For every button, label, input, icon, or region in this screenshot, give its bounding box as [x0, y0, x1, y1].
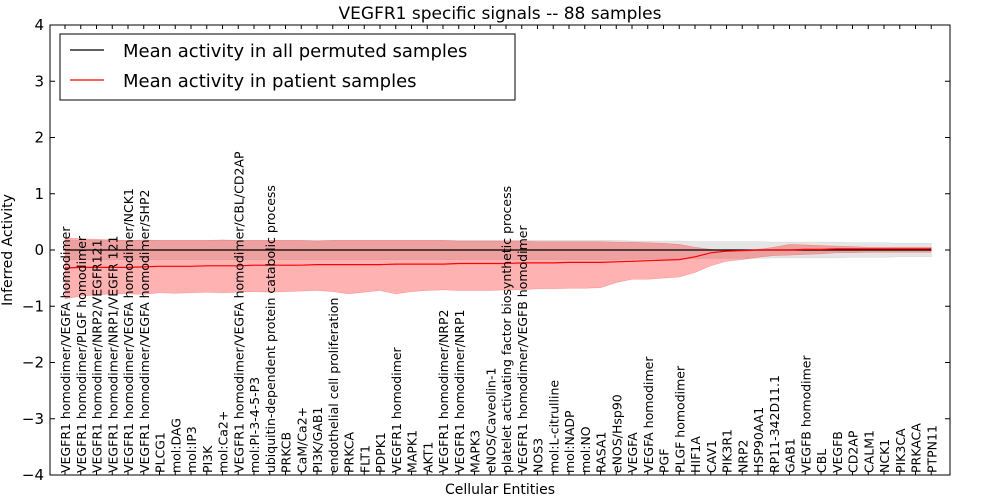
x-tick-label: eNOS/Hsp90: [609, 394, 624, 473]
x-tick-label: VEGFR1 homodimer/NRP2/VEGFR121: [90, 239, 105, 473]
x-tick-label: CBL: [814, 449, 829, 473]
x-tick-label: VEGFR1 homodimer/VEGFA homodimer/NCK1: [121, 188, 136, 473]
x-tick-label: VEGFA: [625, 432, 640, 473]
x-tick-label: NOS3: [531, 438, 546, 473]
x-tick-label: HIF1A: [688, 436, 703, 473]
y-axis: 4 3 2 1 0 −1 −2 −3 −4: [22, 16, 950, 484]
x-tick-label: VEGFR1 homodimer/VEGFA homodimer/CBL/CD2…: [231, 151, 246, 473]
x-tick-label: mol:NO: [578, 426, 593, 473]
plot-area: 4 3 2 1 0 −1 −2 −3 −4 VEGFR1 homodimer/VEGFA hom…: [22, 16, 951, 484]
x-tick-label: PDPK1: [373, 432, 388, 473]
x-tick-label: PLCG1: [153, 432, 168, 473]
x-tick-label: RP11-342D11.1: [767, 375, 782, 473]
x-tick-label: VEGFA homodimer: [641, 356, 656, 473]
x-tick-label: GAB1: [783, 438, 798, 473]
x-tick-label: mol:NADP: [562, 410, 577, 473]
x-tick-label: VEGFR1 homodimer: [389, 346, 404, 473]
y-tick-label: 3: [34, 72, 44, 90]
y-tick-label: −2: [22, 354, 44, 372]
x-tick-label: AKT1: [420, 442, 435, 473]
x-tick-label: FLT1: [357, 445, 372, 473]
x-tick-label: PI3K: [200, 445, 215, 473]
x-tick-label: VEGFR1 homodimer/PLGF homodimer: [74, 235, 89, 473]
x-tick-label: PRKACA: [909, 423, 924, 473]
x-tick-label: VEGFR1 homodimer/VEGFB homodimer: [515, 225, 530, 473]
legend-label-patient: Mean activity in patient samples: [123, 71, 417, 92]
x-tick-label: ubiquitin-dependent protein catabolic pr…: [263, 185, 278, 473]
series-line-patient: [64, 248, 932, 269]
x-tick-label: CaM/Ca2+: [294, 407, 309, 473]
x-tick-label: PGF: [657, 449, 672, 473]
x-tick-label: mol:Ca2+: [216, 411, 231, 473]
x-tick-label: endothelial cell proliferation: [326, 298, 341, 473]
x-tick-label: VEGFB homodimer: [798, 355, 813, 474]
y-tick-label: 4: [34, 16, 44, 34]
x-tick-label: PTPN11: [924, 425, 939, 473]
x-tick-label: VEGFR1 homodimer/NRP1: [452, 310, 467, 473]
x-tick-label: PRKCB: [279, 432, 294, 473]
x-tick-label: mol:DAG: [168, 418, 183, 473]
x-tick-label: PIK3R1: [720, 429, 735, 473]
x-tick-label: VEGFB: [830, 431, 845, 473]
x-tick-label: PRKCA: [342, 432, 357, 473]
legend-box: [59, 33, 516, 101]
x-tick-label: VEGFR1 homodimer/VEGFA homodimer/SHP2: [137, 190, 152, 474]
y-tick-label: −1: [22, 297, 44, 315]
x-tick-label: PLGF homodimer: [672, 365, 687, 473]
x-tick-label: VEGFR1 homodimer/NRP1/VEGFR 121: [105, 236, 120, 474]
chart-title: VEGFR1 specific signals -- 88 samples: [339, 4, 662, 24]
x-tick-label: RASA1: [594, 432, 609, 473]
x-tick-label: platelet activating factor biosynthetic …: [499, 186, 514, 473]
x-tick-label: VEGFR1 homodimer/VEGFA homodimer: [58, 226, 73, 473]
x-tick-label: CD2AP: [846, 430, 861, 473]
series-layer: [64, 248, 932, 269]
x-tick-label: mol:IP3: [184, 426, 199, 473]
y-axis-label: Inferred Activity: [0, 194, 16, 306]
x-tick-label: VEGFR1 homodimer/NRP2: [436, 310, 451, 473]
x-tick-label: mol:L-citrulline: [546, 380, 561, 473]
x-tick-label: eNOS/Caveolin-1: [483, 368, 498, 473]
y-tick-label: 0: [34, 241, 44, 259]
y-tick-label: −4: [22, 466, 44, 484]
x-axis: VEGFR1 homodimer/VEGFA homodimer VEGFR1 h…: [58, 25, 939, 475]
legend-label-permuted: Mean activity in all permuted samples: [123, 41, 467, 62]
x-tick-label: MAPK1: [405, 430, 420, 473]
x-tick-label: mol:PI-3-4-5-P3: [247, 377, 262, 473]
x-tick-label: PIK3CA: [893, 428, 908, 473]
x-tick-label: NRP2: [735, 440, 750, 474]
x-tick-label: HSP90AA1: [751, 407, 766, 473]
x-tick-label: PI3K/GAB1: [310, 407, 325, 473]
y-tick-label: 1: [34, 185, 44, 203]
y-tick-label: 2: [34, 129, 44, 147]
legend: Mean activity in all permuted samples Me…: [59, 33, 516, 101]
x-tick-label: MAPK3: [468, 430, 483, 473]
x-tick-label: NCK1: [877, 439, 892, 473]
x-tick-label: CAV1: [704, 440, 719, 473]
x-tick-label: CALM1: [861, 430, 876, 473]
y-tick-label: −3: [22, 410, 44, 428]
x-axis-label: Cellular Entities: [445, 482, 555, 498]
